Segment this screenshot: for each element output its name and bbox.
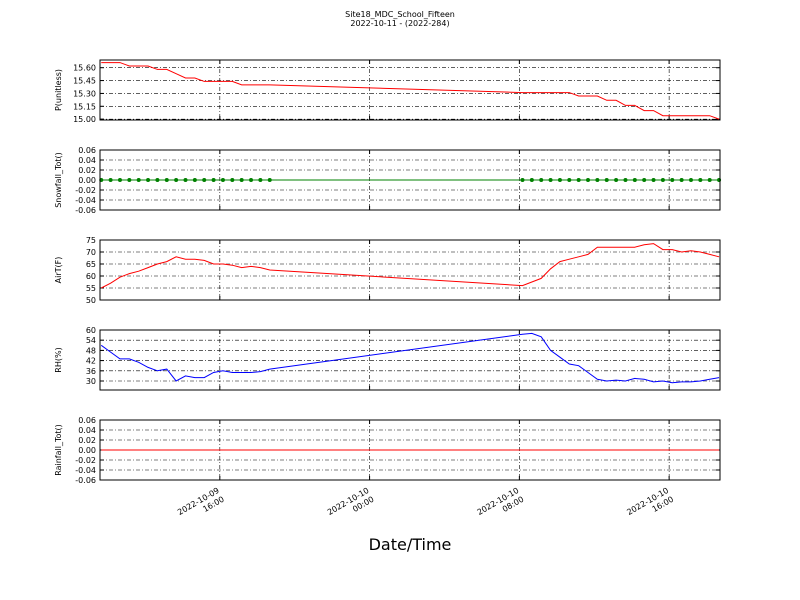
data-point [698,178,703,182]
data-point [249,178,254,182]
subplot: -0.06-0.04-0.020.000.020.040.06 Snowfall_… [54,146,722,215]
data-point [164,178,169,182]
data-point [567,178,572,182]
data-point [586,178,591,182]
data-point [707,178,712,182]
data-point [642,178,647,182]
y-tick-label: 0.04 [78,426,96,435]
y-tick-label: 36 [86,367,96,376]
data-point [183,178,188,182]
y-tick-label: 0.02 [78,166,96,175]
data-point [595,178,600,182]
y-tick-label: 50 [86,296,96,305]
y-axis-label: P(unitless) [54,69,63,111]
data-point [520,178,525,182]
data-point [211,178,216,182]
data-point [117,178,122,182]
y-tick-label: -0.06 [75,206,96,215]
y-tick-label: 15.60 [73,64,96,73]
y-tick-label: 0.04 [78,156,96,165]
axes-frame [99,59,721,121]
data-point [539,178,544,182]
data-point [174,178,179,182]
data-point [136,178,141,182]
subplot: 15.00 15.15 15.30 15.45 15.60 P(unitless) [54,59,721,124]
data-point [127,178,132,182]
x-tick-label: 2022-10-0916:00 [176,486,226,526]
figure-title: Site18_MDC_School_Fifteen [345,10,455,19]
data-point [614,178,619,182]
data-point [688,178,693,182]
y-tick-label: 0.02 [78,436,96,445]
y-tick-label: -0.02 [75,456,96,465]
axes-frame [99,329,721,391]
y-axis-label: Snowfall_Tot() [54,152,63,208]
figure-subtitle: 2022-10-11 - (2022-284) [350,19,449,28]
data-point [267,178,272,182]
data-point [155,178,160,182]
y-tick-label: 60 [86,272,96,281]
data-point [220,178,225,182]
subplot: -0.06-0.04-0.020.000.020.040.06 Rainfall_… [54,416,721,526]
data-point [529,178,534,182]
y-tick-label: 42 [86,357,96,366]
y-tick-label: -0.06 [75,476,96,485]
y-tick-label: 0.00 [78,446,96,455]
data-line [100,332,720,384]
data-point [239,178,244,182]
data-point [576,178,581,182]
data-point [548,178,553,182]
y-tick-label: 60 [86,326,96,335]
x-tick-label: 2022-10-1000:00 [326,486,376,526]
data-point [660,178,665,182]
data-point [230,178,235,182]
y-tick-label: 75 [86,236,96,245]
y-tick-label: 15.45 [73,77,96,86]
y-tick-label: 70 [86,248,96,257]
data-point [632,178,637,182]
data-point [557,178,562,182]
y-tick-label: -0.04 [75,196,96,205]
y-tick-label: 15.30 [73,89,96,98]
data-point [679,178,684,182]
data-point [146,178,151,182]
x-tick-label: 2022-10-1016:00 [625,486,675,526]
y-tick-label: 15.15 [73,102,96,111]
axes-frame [99,239,721,301]
y-tick-label: 48 [86,346,96,355]
data-point [108,178,113,182]
y-axis-label: Rainfall_Tot() [54,424,63,476]
y-tick-label: 55 [86,284,96,293]
data-line [101,243,720,289]
y-tick-label: 65 [86,260,96,269]
y-tick-label: 30 [86,377,96,386]
y-tick-label: 0.06 [78,146,96,155]
data-point [670,178,675,182]
data-point [192,178,197,182]
data-point [202,178,207,182]
data-point [623,178,628,182]
y-tick-label: -0.04 [75,466,96,475]
axes-frame [99,419,721,481]
y-tick-label: 0.06 [78,416,96,425]
y-tick-label: 15.00 [73,115,96,124]
axes-frame [99,149,721,211]
x-tick-label: 2022-10-1008:00 [476,486,526,526]
data-line [101,62,720,120]
y-tick-label: 0.00 [78,176,96,185]
data-point [651,178,656,182]
data-point [604,178,609,182]
subplot: 50 55 60 65 70 75 AirT(F) [54,236,721,305]
x-axis-label: Date/Time [369,535,452,554]
y-axis-label: RH(%) [54,347,63,372]
y-tick-label: 54 [86,336,96,345]
y-axis-label: AirT(F) [54,257,63,284]
y-tick-label: -0.02 [75,186,96,195]
data-point [258,178,263,182]
